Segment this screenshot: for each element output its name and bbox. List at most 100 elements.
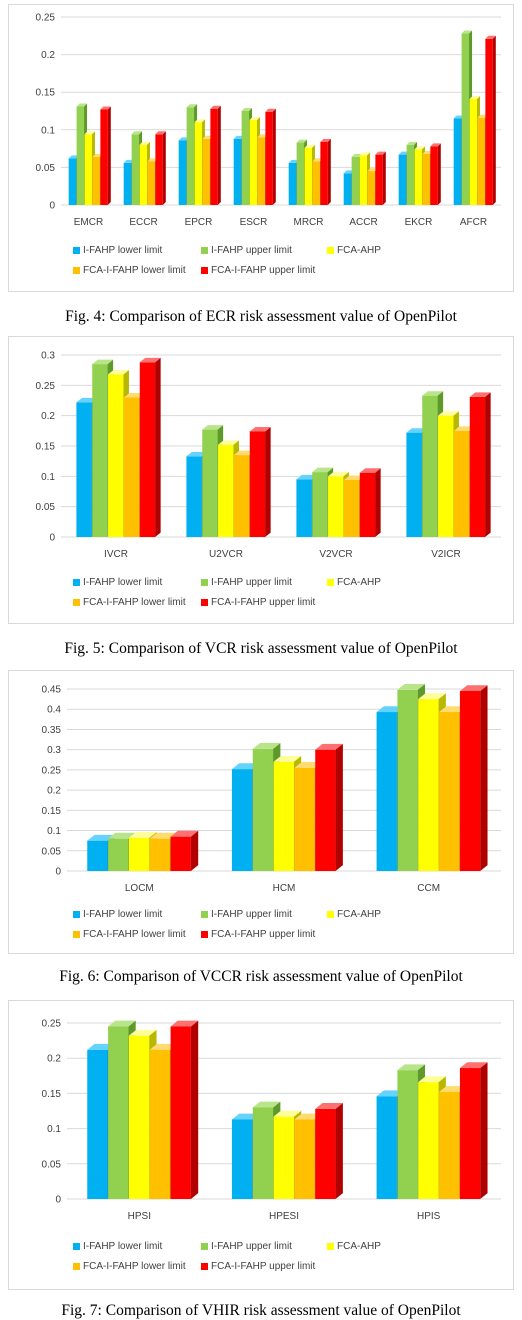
legend-vcr: I-FAHP lower limit I-FAHP upper limit FCA-… bbox=[73, 577, 513, 617]
legend-label: I-FAHP lower limit bbox=[83, 245, 163, 256]
legend-item-ifahp-lower: I-FAHP lower limit bbox=[73, 577, 162, 589]
legend-swatch bbox=[327, 246, 334, 254]
legend-swatch bbox=[201, 578, 208, 586]
bar-fca-ifahp-upper-locm bbox=[170, 830, 199, 871]
chart-panel-vhir: 0 0.05 0.1 0.15 0.2 0.25 HPSI HPESI HPIS I-FAHP … bbox=[8, 1000, 514, 1290]
legend-item-fca-ifahp-upper: FCA-I-FAHP upper limit bbox=[201, 929, 315, 941]
y-tick-label: 0.1 bbox=[41, 472, 55, 483]
y-tick-label: 0.1 bbox=[47, 1124, 61, 1135]
legend-vccr: I-FAHP lower limit I-FAHP upper limit FCA-… bbox=[73, 909, 513, 949]
bar-fca-ifahp-upper-eccr bbox=[155, 131, 166, 205]
x-tick-label: ESCR bbox=[240, 217, 268, 228]
x-tick-label: AFCR bbox=[460, 217, 487, 228]
y-tick-label: 0.25 bbox=[36, 381, 56, 392]
chart-panel-vcr: 0 0.05 0.1 0.15 0.2 0.25 0.3 IVCR U2VCR V2VCR V2IC… bbox=[8, 336, 514, 624]
x-tick-label: EMCR bbox=[74, 217, 103, 228]
legend-item-fca-ahp: FCA-AHP bbox=[327, 1241, 381, 1253]
legend-swatch bbox=[201, 1242, 208, 1250]
y-tick-label: 0.15 bbox=[42, 806, 62, 817]
figure-vcr: 0 0.05 0.1 0.15 0.2 0.25 0.3 IVCR U2VCR V2VCR V2IC… bbox=[0, 332, 522, 666]
legend-item-fca-ahp: FCA-AHP bbox=[327, 245, 381, 257]
x-tick-label: CCM bbox=[417, 883, 440, 894]
legend-item-ifahp-upper: I-FAHP upper limit bbox=[201, 1241, 292, 1253]
legend-item-ifahp-upper: I-FAHP upper limit bbox=[201, 909, 292, 921]
chart-vcr: 0 0.05 0.1 0.15 0.2 0.25 0.3 IVCR U2VCR V2VCR V2IC… bbox=[36, 351, 501, 560]
legend-swatch bbox=[201, 930, 208, 938]
x-tick-label: MRCR bbox=[294, 217, 324, 228]
legend-label: FCA-I-FAHP lower limit bbox=[83, 929, 186, 940]
legend-item-fca-ifahp-upper: FCA-I-FAHP upper limit bbox=[201, 1261, 315, 1273]
bar-fca-ifahp-upper-hcm bbox=[315, 743, 343, 871]
legend-item-fca-ifahp-upper: FCA-I-FAHP upper limit bbox=[201, 597, 315, 609]
y-tick-label: 0 bbox=[55, 1195, 61, 1206]
x-tick-label: LOCM bbox=[125, 883, 154, 894]
bar-fca-ifahp-upper-afcr bbox=[485, 35, 496, 205]
x-tick-label: V2VCR bbox=[319, 549, 352, 560]
bar-fca-ifahp-upper-hpesi bbox=[315, 1103, 343, 1199]
legend-swatch bbox=[73, 910, 80, 918]
y-tick-label: 0 bbox=[49, 201, 55, 212]
chart-vhir: 0 0.05 0.1 0.15 0.2 0.25 HPSI HPESI HPIS bbox=[42, 1019, 501, 1222]
legend-label: I-FAHP upper limit bbox=[211, 1241, 292, 1252]
chart-vccr: 0 0.05 0.1 0.15 0.2 0.25 0.3 0.35 0.4 0.45 LOCM HCM… bbox=[42, 683, 501, 894]
y-tick-label: 0.15 bbox=[36, 442, 56, 453]
y-tick-label: 0.15 bbox=[42, 1089, 62, 1100]
legend-item-fca-ifahp-upper: FCA-I-FAHP upper limit bbox=[201, 265, 315, 277]
y-tick-label: 0.2 bbox=[47, 1054, 61, 1065]
legend-swatch bbox=[327, 910, 334, 918]
bar-fca-ifahp-upper-ekcr bbox=[430, 143, 441, 205]
legend-swatch bbox=[73, 930, 80, 938]
y-tick-label: 0.05 bbox=[36, 502, 56, 513]
legend-swatch bbox=[201, 910, 208, 918]
x-tick-label: HPESI bbox=[269, 1211, 299, 1222]
bar-fca-ifahp-upper-v2icr bbox=[469, 392, 491, 537]
legend-item-ifahp-lower: I-FAHP lower limit bbox=[73, 909, 162, 921]
y-tick-label: 0.05 bbox=[36, 163, 56, 174]
caption-ecr: Fig. 4: Comparison of ECR risk assessmen… bbox=[65, 308, 457, 325]
legend-item-fca-ifahp-lower: FCA-I-FAHP lower limit bbox=[73, 597, 186, 609]
x-tick-label: HPIS bbox=[417, 1211, 441, 1222]
caption-vccr: Fig. 6: Comparison of VCCR risk assessme… bbox=[59, 968, 463, 985]
legend-item-fca-ifahp-lower: FCA-I-FAHP lower limit bbox=[73, 1261, 186, 1273]
legend-label: FCA-AHP bbox=[337, 245, 381, 256]
legend-item-fca-ahp: FCA-AHP bbox=[327, 577, 381, 589]
y-tick-label: 0.25 bbox=[36, 13, 56, 24]
legend-label: FCA-I-FAHP upper limit bbox=[211, 265, 316, 276]
x-tick-label: V2ICR bbox=[431, 549, 460, 560]
legend-label: FCA-I-FAHP lower limit bbox=[83, 597, 186, 608]
chart-ecr: 0 0.05 0.1 0.15 0.2 0.25 EMCR ECCR EPCR ESCR MRCR A… bbox=[36, 13, 501, 228]
y-tick-label: 0.3 bbox=[41, 351, 55, 362]
bar-fca-ifahp-upper-hpis bbox=[459, 1062, 488, 1199]
y-tick-label: 0.1 bbox=[47, 826, 61, 837]
y-tick-label: 0.2 bbox=[41, 50, 55, 61]
x-tick-label: EPCR bbox=[185, 217, 213, 228]
y-tick-label: 0.4 bbox=[47, 705, 61, 716]
bar-fca-ifahp-upper-hpsi bbox=[170, 1020, 199, 1199]
y-tick-label: 0.25 bbox=[42, 1019, 62, 1030]
legend-label: FCA-I-FAHP upper limit bbox=[211, 1261, 316, 1272]
legend-item-fca-ifahp-lower: FCA-I-FAHP lower limit bbox=[73, 929, 186, 941]
x-tick-label: IVCR bbox=[104, 549, 128, 560]
legend-label: I-FAHP upper limit bbox=[211, 577, 292, 588]
legend-label: I-FAHP upper limit bbox=[211, 909, 292, 920]
legend-item-ifahp-lower: I-FAHP lower limit bbox=[73, 245, 162, 257]
figure-vhir: 0 0.05 0.1 0.15 0.2 0.25 HPSI HPESI HPIS I-FAHP … bbox=[0, 996, 522, 1320]
bar-fca-ifahp-upper-v2vcr bbox=[359, 468, 381, 537]
x-tick-label: HPSI bbox=[128, 1211, 151, 1222]
legend-label: I-FAHP lower limit bbox=[83, 577, 163, 588]
caption-vcr: Fig. 5: Comparison of VCR risk assessmen… bbox=[64, 640, 458, 657]
y-tick-label: 0 bbox=[49, 533, 55, 544]
legend-label: FCA-AHP bbox=[337, 909, 381, 920]
y-tick-label: 0.1 bbox=[41, 125, 55, 136]
legend-item-ifahp-upper: I-FAHP upper limit bbox=[201, 577, 292, 589]
figure-ecr: 0 0.05 0.1 0.15 0.2 0.25 EMCR ECCR EPCR ESCR MRCR A… bbox=[0, 0, 522, 332]
y-tick-label: 0.05 bbox=[42, 846, 62, 857]
legend-ecr: I-FAHP lower limit I-FAHP upper limit FCA-… bbox=[73, 245, 513, 285]
y-tick-label: 0.35 bbox=[42, 725, 62, 736]
legend-label: FCA-I-FAHP lower limit bbox=[83, 1261, 186, 1272]
legend-swatch bbox=[201, 1262, 208, 1270]
legend-swatch bbox=[201, 246, 208, 254]
legend-swatch bbox=[73, 246, 80, 254]
legend-item-ifahp-lower: I-FAHP lower limit bbox=[73, 1241, 162, 1253]
legend-label: I-FAHP lower limit bbox=[83, 909, 163, 920]
